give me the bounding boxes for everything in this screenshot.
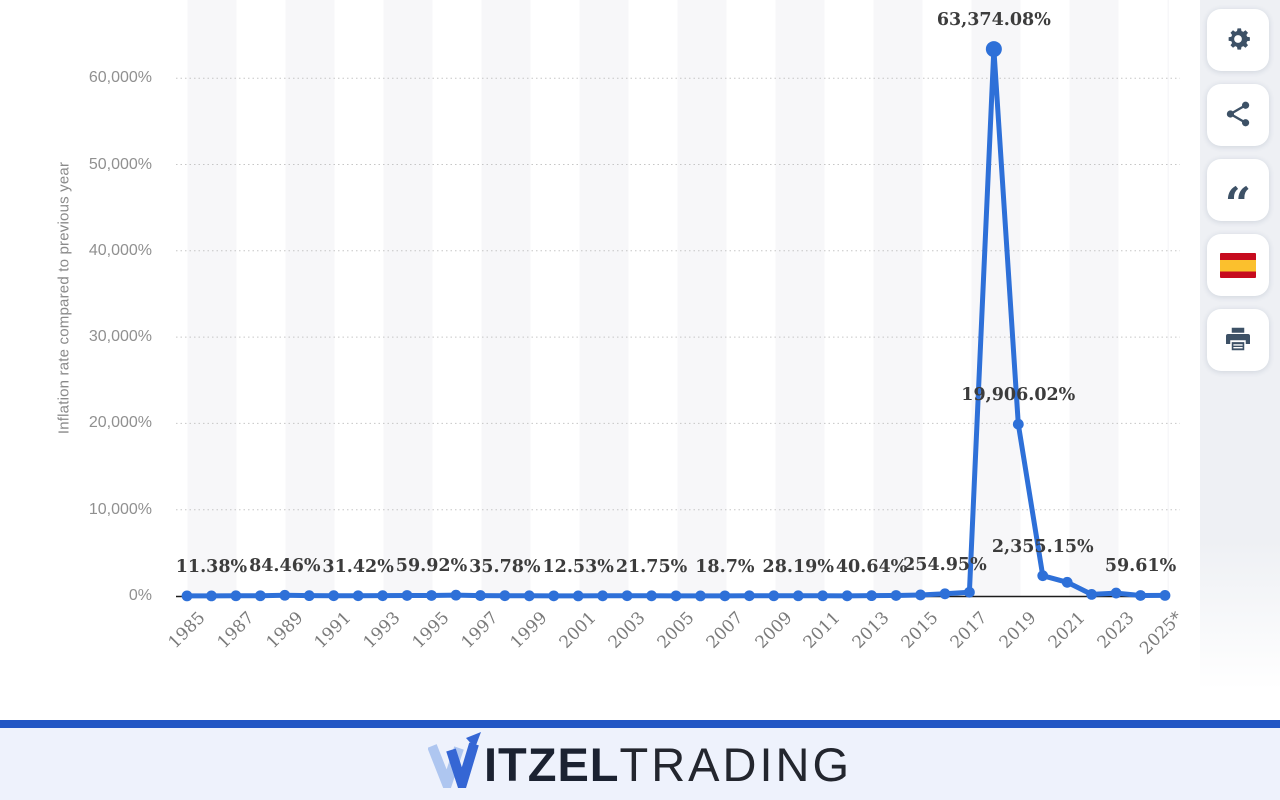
data-point-label: 59.92% — [395, 556, 468, 577]
language-button[interactable] — [1207, 234, 1269, 296]
plot-area-bands — [178, 0, 1169, 596]
data-point-label: 2,355.15% — [991, 536, 1094, 557]
printer-icon — [1223, 324, 1253, 357]
settings-button[interactable] — [1207, 9, 1269, 71]
data-point-label: 18.7% — [695, 556, 755, 577]
y-axis-tick-label: 20,000% — [88, 414, 152, 432]
share-button[interactable] — [1207, 84, 1269, 146]
share-icon — [1224, 100, 1252, 131]
brand-witzel: ITZEL — [483, 737, 620, 791]
y-axis-tick-label: 10,000% — [88, 500, 152, 518]
footer-accent-bar — [0, 720, 1280, 728]
footer: ITZEL TRADING — [0, 728, 1280, 800]
data-point-label: 59.61% — [1104, 556, 1177, 577]
side-toolbar: “ — [1200, 0, 1280, 718]
line-series-svg — [176, 41, 1180, 602]
witzel-trading-logo: ITZEL TRADING — [427, 731, 853, 800]
gear-icon — [1223, 24, 1253, 57]
data-point-label: 84.46% — [249, 556, 321, 577]
data-point-label: 28.19% — [762, 556, 834, 577]
y-axis-tick-label: 0% — [128, 587, 152, 604]
data-point-label: 63,374.08% — [936, 10, 1051, 31]
logo-w-arrow-icon — [427, 731, 484, 800]
data-point-label: 11.38% — [175, 556, 248, 577]
data-point-label: 19,906.02% — [961, 385, 1076, 406]
data-point-label: 35.78% — [469, 556, 541, 577]
y-axis-tick-label: 40,000% — [88, 241, 152, 259]
data-point-label: 254.95% — [903, 554, 987, 575]
y-axis-tick-label: 30,000% — [88, 328, 152, 346]
print-button[interactable] — [1207, 309, 1269, 371]
y-axis-tick-label: 60,000% — [88, 69, 152, 87]
spain-flag-icon — [1220, 252, 1256, 278]
data-point-label: 21.75% — [615, 556, 688, 577]
data-point-label: 40.64% — [835, 556, 908, 577]
inflation-line-chart: Inflation rate compared to previous year… — [55, 0, 1188, 659]
cite-button[interactable]: “ — [1207, 159, 1269, 227]
data-point-label: 12.53% — [542, 556, 614, 577]
data-point-label: 31.42% — [322, 556, 394, 577]
brand-trading: TRADING — [619, 737, 853, 791]
y-axis-tick-label: 50,000% — [88, 155, 152, 173]
